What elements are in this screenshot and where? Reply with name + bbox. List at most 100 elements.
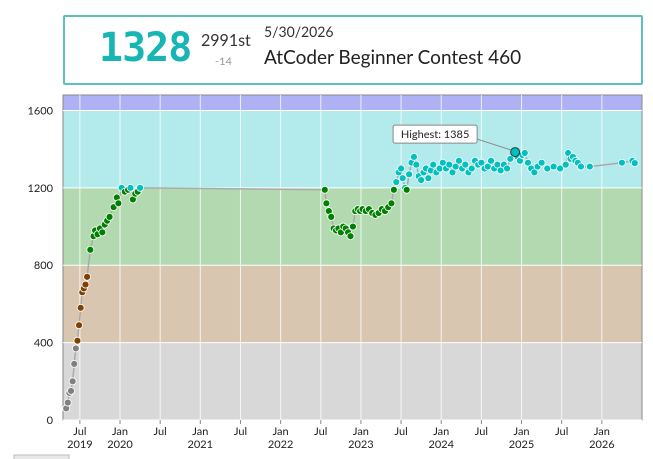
rating-point (371, 211, 380, 219)
rating-point (405, 170, 414, 179)
x-tick-label: Jul (475, 425, 488, 438)
rating-point (339, 222, 348, 231)
rating-point (100, 220, 109, 229)
rating: 1328 (99, 25, 192, 71)
rating-point (424, 174, 433, 183)
rating-point (93, 230, 102, 239)
rating-point (448, 168, 457, 177)
x-tick-label: Jul (555, 425, 568, 438)
rating-point (86, 245, 95, 254)
rating-point (387, 199, 396, 208)
rating-point (126, 183, 135, 192)
rating-point (493, 160, 502, 169)
rating-point (451, 162, 460, 171)
rating-point (329, 224, 338, 233)
rating-point (442, 164, 450, 173)
x-tick-year: 2020 (107, 438, 133, 451)
rating-point (490, 164, 499, 173)
rank: 2991st (201, 31, 251, 50)
x-tick-year: 2021 (188, 438, 214, 451)
rating-point (351, 207, 360, 215)
rating-point (477, 158, 486, 167)
y-tick-label: 1600 (27, 104, 53, 117)
rating-point (346, 232, 355, 241)
rating-point (630, 159, 639, 167)
rating-point (356, 207, 365, 215)
rating-point (341, 224, 350, 233)
contest-name: AtCoder Beginner Contest 460 (264, 46, 522, 69)
x-tick-year: 2026 (589, 438, 615, 451)
rating-point (432, 168, 441, 177)
rating-point (332, 226, 340, 235)
rating-point (506, 154, 515, 163)
rating-point (361, 207, 370, 215)
rating-point (455, 156, 463, 165)
x-tick-label: Jul (73, 425, 86, 438)
rating-point (112, 193, 121, 202)
x-tick-label: Jul (234, 425, 247, 438)
y-tick-label: 0 (47, 414, 54, 427)
x-tick-label: Jan (514, 425, 530, 438)
rating-point (73, 336, 82, 345)
rating-point (543, 164, 552, 173)
x-tick-label: Jan (273, 425, 289, 438)
rating-point (520, 149, 529, 157)
rating-point (114, 199, 123, 208)
rating-point (344, 228, 352, 237)
rating-point (136, 183, 144, 192)
rating-point (499, 160, 508, 169)
rating-point (537, 158, 546, 167)
rating-point (65, 389, 74, 397)
rating-point (62, 404, 71, 413)
rating-point (392, 178, 401, 186)
rating-point (75, 321, 83, 330)
rating-point (564, 149, 573, 157)
rating-point (79, 284, 88, 293)
rating-point (98, 228, 107, 237)
rating-point (402, 185, 411, 194)
x-tick-year: 2025 (509, 438, 535, 451)
rating-point (91, 226, 100, 235)
rating-point (336, 228, 345, 237)
rating-point (109, 203, 118, 212)
contest-date: 5/30/2026 (264, 23, 334, 40)
rating-point (394, 168, 403, 177)
rating-point (474, 160, 483, 169)
rating-point (518, 151, 527, 159)
rating-point (410, 153, 418, 161)
plot-frame (62, 94, 643, 421)
rating-band (63, 110, 642, 188)
highest-point (510, 147, 521, 158)
x-tick-label: Jul (154, 425, 167, 438)
rating-point (417, 176, 426, 185)
x-tick-year: 2024 (428, 438, 454, 451)
rating-band (63, 187, 642, 266)
rating-diff: -14 (215, 55, 232, 68)
rating-point (120, 187, 129, 196)
annotation-pointer (476, 138, 512, 151)
rating-point (327, 212, 336, 221)
rating-point (67, 387, 75, 395)
x-tick-label: Jan (112, 425, 128, 438)
rating-point (131, 189, 140, 198)
rating-point (368, 209, 377, 217)
rating-point (483, 162, 492, 171)
rating-point (384, 203, 393, 212)
rating-point (412, 160, 421, 169)
rating-point (377, 205, 386, 214)
y-tick-label: 1200 (27, 182, 53, 195)
rating-point (426, 166, 435, 175)
tab (13, 454, 70, 459)
rating-point (349, 222, 357, 231)
rating-point (389, 185, 398, 194)
rating-point (628, 156, 637, 165)
contest-card: 1328 2991st -14 5/30/2026 AtCoder Beginn… (63, 15, 643, 85)
rating-point (353, 205, 362, 214)
rating-point (527, 164, 536, 173)
rating-point (467, 164, 476, 173)
rating-point (496, 166, 505, 175)
x-tick-year: 2019 (67, 438, 93, 451)
rating-point (464, 168, 473, 177)
rating-point (320, 185, 329, 194)
